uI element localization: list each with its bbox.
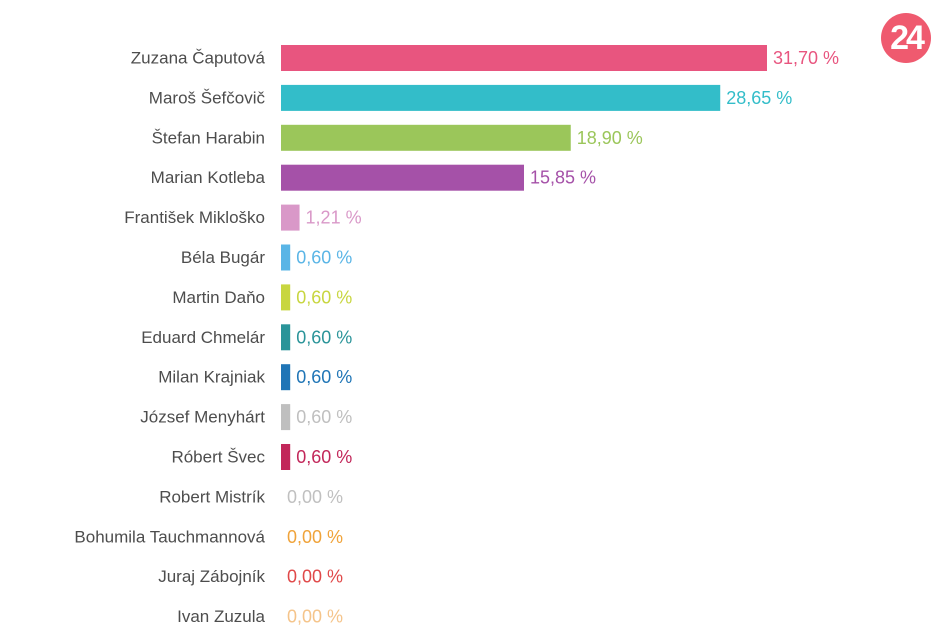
category-label: Robert Mistrík bbox=[159, 487, 265, 506]
logo-24: 24 bbox=[881, 13, 931, 63]
bar bbox=[281, 124, 571, 151]
category-label: Marian Kotleba bbox=[151, 168, 266, 187]
bar bbox=[281, 284, 291, 311]
category-label: Štefan Harabin bbox=[152, 128, 265, 147]
bar bbox=[281, 324, 291, 351]
bar bbox=[281, 404, 291, 431]
category-label: Milan Krajniak bbox=[158, 368, 265, 387]
value-label: 18,90 % bbox=[577, 128, 643, 148]
category-label: Róbert Švec bbox=[171, 448, 265, 467]
value-label: 0,60 % bbox=[296, 287, 352, 307]
category-label: Bohumila Tauchmannová bbox=[74, 527, 265, 546]
category-label: József Menyhárt bbox=[140, 408, 265, 427]
category-label: František Mikloško bbox=[124, 208, 265, 227]
value-label: 31,70 % bbox=[773, 48, 839, 68]
bar bbox=[281, 204, 300, 231]
value-label: 0,00 % bbox=[287, 487, 343, 507]
bar bbox=[281, 45, 767, 71]
value-label: 0,00 % bbox=[287, 607, 343, 627]
bar bbox=[281, 244, 291, 271]
bar bbox=[281, 84, 721, 111]
category-label: Martin Daňo bbox=[172, 288, 265, 307]
bar bbox=[281, 164, 524, 191]
value-label: 0,60 % bbox=[296, 367, 352, 387]
category-label: Ivan Zuzula bbox=[177, 607, 265, 626]
category-label: Béla Bugár bbox=[181, 248, 265, 267]
value-label: 0,60 % bbox=[296, 327, 352, 347]
bar bbox=[281, 364, 291, 391]
value-label: 1,21 % bbox=[306, 208, 362, 228]
bar bbox=[281, 444, 291, 470]
category-label: Maroš Šefčovič bbox=[149, 88, 266, 107]
value-label: 0,60 % bbox=[296, 407, 352, 427]
value-label: 0,60 % bbox=[296, 447, 352, 467]
value-label: 0,60 % bbox=[296, 248, 352, 268]
value-label: 28,65 % bbox=[726, 88, 792, 108]
value-label: 0,00 % bbox=[287, 567, 343, 587]
value-label: 15,85 % bbox=[530, 168, 596, 188]
category-label: Eduard Chmelár bbox=[141, 328, 265, 347]
category-label: Juraj Zábojník bbox=[158, 567, 265, 586]
category-label: Zuzana Čaputová bbox=[131, 49, 266, 68]
value-label: 0,00 % bbox=[287, 527, 343, 547]
